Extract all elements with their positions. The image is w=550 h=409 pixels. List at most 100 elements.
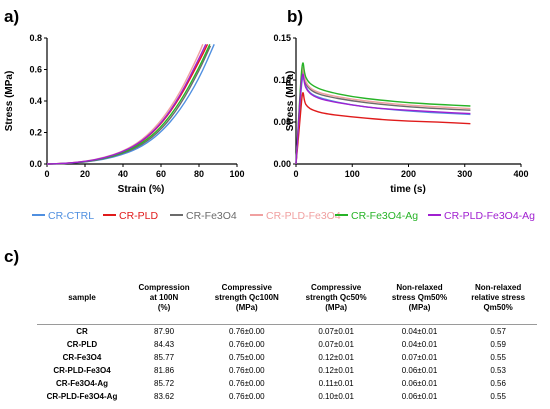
chart-b-series [295,62,471,165]
table-cell: 0.10±0.01 [318,392,354,401]
table-cell: 85.72 [154,379,175,388]
x-tick-label: 100 [345,169,360,179]
table-cell: 87.90 [154,327,175,336]
table-row: CR-Fe3O4 85.77 0.75±0.00 0.12±0.01 0.07±0.01… [37,351,537,364]
series-line-cr-pld-fe3o4-ag [46,43,207,165]
y-tick-label: 0.00 [273,159,291,169]
chart-b-ylabel: Stress (MPa) [285,71,296,132]
chart-b: 0 100 200 300 400 0.00 0.05 0.10 0.15 time (s) S… [273,33,528,195]
table-cell: 0.76±0.00 [229,340,265,349]
table-cell: CR-Fe3O4 [62,353,102,362]
table-cell: 85.77 [154,353,175,362]
x-tick-label: 80 [194,169,204,179]
table-cell: 84.43 [154,340,175,349]
table-body: CR 87.90 0.76±0.00 0.07±0.01 0.04±0.01 0.57 CR… [37,325,537,404]
table-row: CR 87.90 0.76±0.00 0.07±0.01 0.04±0.01 0.57 [37,325,537,339]
legend-label: CR-Fe3O4 [186,210,237,222]
panel-label-c: c) [4,247,19,266]
x-tick-label: 300 [457,169,472,179]
panel-label-a: a) [4,7,19,26]
col-header-sample: sample [37,272,127,325]
legend-item: CR-CTRL [32,210,94,222]
table-cell: 0.07±0.01 [318,340,354,349]
table-cell: 0.76±0.00 [229,379,265,388]
x-tick-label: 20 [80,169,90,179]
series-line-cr-fe3o4-ag [295,62,471,165]
x-tick-label: 0 [44,169,49,179]
table-cell: CR-PLD-Fe3O4 [53,366,111,375]
chart-a-series [46,43,215,165]
legend-item: CR-Fe3O4-Ag [335,210,418,222]
table-cell: 0.76±0.00 [229,327,265,336]
col-header-qc50: Compressive strength Qc50% (MPa) [292,272,380,325]
col-header-compression: Compression at 100N (%) [127,272,202,325]
table-cell: 0.06±0.01 [401,366,438,375]
table-cell: 83.62 [154,392,175,401]
y-tick-label: 0.15 [273,33,291,43]
legend-label: CR-PLD [119,210,159,222]
results-table: sample Compression at 100N (%) Compressi… [37,272,537,403]
y-tick-label: 0.6 [29,65,42,75]
legend-item: CR-PLD-Fe3O4 [250,210,341,222]
table-row: CR-PLD 84.43 0.76±0.00 0.07±0.01 0.04±0.01 0.… [37,338,537,351]
table-cell: 0.04±0.01 [401,340,438,349]
table-row: CR-Fe3O4-Ag 85.72 0.76±0.00 0.11±0.01 0.06±0… [37,377,537,390]
table-cell: CR [76,327,88,336]
table-cell: 0.06±0.01 [401,392,438,401]
series-line-cr-fe3o4 [46,45,212,165]
x-tick-label: 40 [118,169,128,179]
table-row: CR-PLD-Fe3O4 81.86 0.76±0.00 0.12±0.01 0.06±… [37,364,537,377]
legend: CR-CTRL CR-PLD CR-Fe3O4 CR-PLD-Fe3O4 CR-Fe3O… [32,210,535,222]
table-cell: 0.11±0.01 [318,379,354,388]
legend-label: CR-CTRL [48,210,94,222]
table-cell: 0.53 [490,366,506,375]
x-tick-label: 60 [156,169,166,179]
x-tick-label: 200 [401,169,416,179]
col-header-qm50: Non-relaxed stress Qm50% (MPa) [379,272,460,325]
legend-label: CR-PLD-Fe3O4-Ag [444,210,535,222]
series-line-cr-pld [295,92,471,165]
table-cell: CR-Fe3O4-Ag [55,379,108,388]
table-row: CR-PLD-Fe3O4-Ag 83.62 0.76±0.00 0.10±0.01 0.… [37,390,537,403]
y-tick-label: 0.0 [29,159,42,169]
col-header-qc100: Compressive strength Qc100N (MPa) [201,272,293,325]
chart-b-axes: 0 100 200 300 400 0.00 0.05 0.10 0.15 [273,33,528,179]
series-line-cr-pld-fe3o4 [295,67,471,165]
legend-item: CR-Fe3O4 [170,210,237,222]
chart-a-axes: 0 20 40 60 80 100 0.0 0.2 0.4 0.6 0.8 [29,33,244,179]
x-tick-label: 400 [513,169,528,179]
legend-label: CR-Fe3O4-Ag [351,210,418,222]
table-cell: CR-PLD-Fe3O4-Ag [46,392,118,401]
chart-b-xlabel: time (s) [390,184,426,195]
table-header-row: sample Compression at 100N (%) Compressi… [37,272,537,325]
table-cell: 0.76±0.00 [229,366,265,375]
table-cell: 81.86 [154,366,175,375]
table-cell: 0.75±0.00 [229,353,265,362]
chart-a-xlabel: Strain (%) [118,184,165,195]
series-line-cr-fe3o4-ag [46,44,211,165]
chart-a-ylabel: Stress (MPa) [4,71,15,132]
results-table-wrap: sample Compression at 100N (%) Compressi… [37,272,537,403]
table-cell: 0.55 [490,353,506,362]
series-line-cr-ctrl [46,44,215,165]
chart-a: 0 20 40 60 80 100 0.0 0.2 0.4 0.6 0.8 Strain (%) S… [4,33,245,195]
table-cell: 0.06±0.01 [401,379,438,388]
x-tick-label: 100 [229,169,244,179]
table-cell: 0.76±0.00 [229,392,265,401]
legend-item: CR-PLD-Fe3O4-Ag [428,210,535,222]
table-cell: 0.57 [490,327,506,336]
table-cell: 0.12±0.01 [318,353,354,362]
y-tick-label: 0.4 [29,96,42,106]
table-cell: 0.04±0.01 [401,327,438,336]
y-tick-label: 0.8 [29,33,42,43]
series-line-cr-fe3o4 [295,70,471,165]
table-cell: 0.07±0.01 [318,327,354,336]
y-tick-label: 0.10 [273,75,291,85]
legend-label: CR-PLD-Fe3O4 [266,210,341,222]
table-cell: 0.07±0.01 [401,353,438,362]
y-tick-label: 0.05 [273,117,291,127]
legend-item: CR-PLD [103,210,159,222]
x-tick-label: 0 [293,169,298,179]
panel-label-b: b) [287,7,303,26]
